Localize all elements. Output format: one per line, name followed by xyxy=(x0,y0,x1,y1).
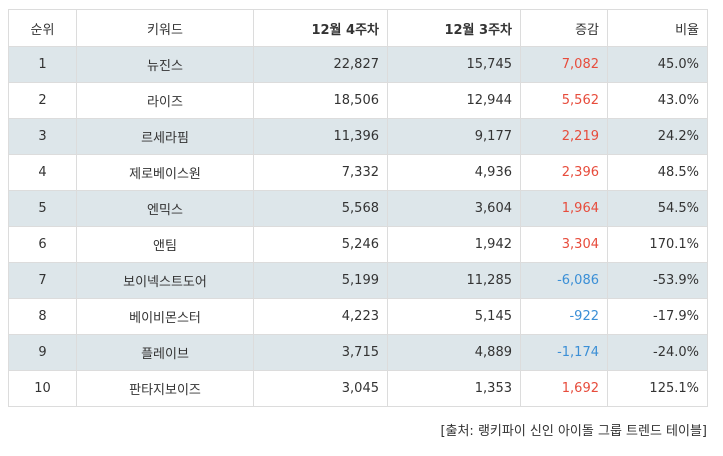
cell-week3: 9,177 xyxy=(387,118,521,155)
header-week3: 12월 3주차 xyxy=(387,9,521,47)
cell-change: 2,396 xyxy=(520,154,608,191)
cell-keyword: 플레이브 xyxy=(76,334,254,371)
table-row: 1 뉴진스 22,827 15,745 7,082 45.0% xyxy=(8,46,708,83)
table-row: 5 엔믹스 5,568 3,604 1,964 54.5% xyxy=(8,190,708,227)
cell-keyword: 판타지보이즈 xyxy=(76,370,254,407)
cell-keyword: 뉴진스 xyxy=(76,46,254,83)
cell-ratio: 54.5% xyxy=(607,190,708,227)
cell-change: 2,219 xyxy=(520,118,608,155)
table-row: 8 베이비몬스터 4,223 5,145 -922 -17.9% xyxy=(8,298,708,335)
header-change: 증감 xyxy=(520,9,608,47)
cell-ratio: 43.0% xyxy=(607,82,708,119)
cell-week4: 5,199 xyxy=(253,262,388,299)
cell-ratio: 48.5% xyxy=(607,154,708,191)
cell-week4: 11,396 xyxy=(253,118,388,155)
cell-week3: 4,936 xyxy=(387,154,521,191)
cell-week3: 15,745 xyxy=(387,46,521,83)
cell-ratio: -17.9% xyxy=(607,298,708,335)
ranking-table-container: 순위 키워드 12월 4주차 12월 3주차 증감 비율 1 뉴진스 22,827 1… xyxy=(8,9,708,407)
cell-rank: 7 xyxy=(8,262,77,299)
cell-keyword: 제로베이스원 xyxy=(76,154,254,191)
header-keyword: 키워드 xyxy=(76,9,254,47)
cell-week4: 22,827 xyxy=(253,46,388,83)
header-rank: 순위 xyxy=(8,9,77,47)
cell-rank: 3 xyxy=(8,118,77,155)
cell-change: 5,562 xyxy=(520,82,608,119)
table-row: 2 라이즈 18,506 12,944 5,562 43.0% xyxy=(8,82,708,119)
cell-week4: 5,246 xyxy=(253,226,388,263)
cell-rank: 2 xyxy=(8,82,77,119)
cell-week4: 7,332 xyxy=(253,154,388,191)
cell-week3: 4,889 xyxy=(387,334,521,371)
header-week4: 12월 4주차 xyxy=(253,9,388,47)
cell-ratio: 24.2% xyxy=(607,118,708,155)
cell-change: 1,692 xyxy=(520,370,608,407)
cell-change: 3,304 xyxy=(520,226,608,263)
cell-week4: 5,568 xyxy=(253,190,388,227)
table-row: 9 플레이브 3,715 4,889 -1,174 -24.0% xyxy=(8,334,708,371)
cell-rank: 9 xyxy=(8,334,77,371)
cell-rank: 4 xyxy=(8,154,77,191)
cell-week3: 5,145 xyxy=(387,298,521,335)
cell-keyword: 보이넥스트도어 xyxy=(76,262,254,299)
cell-week3: 1,353 xyxy=(387,370,521,407)
table-row: 10 판타지보이즈 3,045 1,353 1,692 125.1% xyxy=(8,370,708,407)
table-body: 1 뉴진스 22,827 15,745 7,082 45.0% 2 라이즈 18,506 12,9… xyxy=(8,46,708,407)
cell-week4: 3,715 xyxy=(253,334,388,371)
cell-change: -922 xyxy=(520,298,608,335)
cell-week3: 11,285 xyxy=(387,262,521,299)
cell-rank: 10 xyxy=(8,370,77,407)
ranking-table: 순위 키워드 12월 4주차 12월 3주차 증감 비율 1 뉴진스 22,827 1… xyxy=(8,9,708,407)
cell-rank: 8 xyxy=(8,298,77,335)
table-header-row: 순위 키워드 12월 4주차 12월 3주차 증감 비율 xyxy=(8,9,708,47)
header-ratio: 비율 xyxy=(607,9,708,47)
cell-keyword: 르세라핌 xyxy=(76,118,254,155)
cell-keyword: 베이비몬스터 xyxy=(76,298,254,335)
cell-ratio: -24.0% xyxy=(607,334,708,371)
cell-ratio: -53.9% xyxy=(607,262,708,299)
source-caption: [출처: 랭키파이 신인 아이돌 그룹 트렌드 테이블] xyxy=(440,424,707,439)
cell-change: 7,082 xyxy=(520,46,608,83)
cell-change: -1,174 xyxy=(520,334,608,371)
cell-week4: 3,045 xyxy=(253,370,388,407)
cell-week3: 1,942 xyxy=(387,226,521,263)
cell-rank: 1 xyxy=(8,46,77,83)
cell-ratio: 170.1% xyxy=(607,226,708,263)
cell-week3: 12,944 xyxy=(387,82,521,119)
cell-rank: 6 xyxy=(8,226,77,263)
cell-change: -6,086 xyxy=(520,262,608,299)
table-row: 7 보이넥스트도어 5,199 11,285 -6,086 -53.9% xyxy=(8,262,708,299)
cell-keyword: 앤팀 xyxy=(76,226,254,263)
cell-change: 1,964 xyxy=(520,190,608,227)
cell-ratio: 45.0% xyxy=(607,46,708,83)
cell-rank: 5 xyxy=(8,190,77,227)
cell-week3: 3,604 xyxy=(387,190,521,227)
cell-keyword: 라이즈 xyxy=(76,82,254,119)
cell-ratio: 125.1% xyxy=(607,370,708,407)
cell-week4: 4,223 xyxy=(253,298,388,335)
cell-week4: 18,506 xyxy=(253,82,388,119)
cell-keyword: 엔믹스 xyxy=(76,190,254,227)
table-row: 3 르세라핌 11,396 9,177 2,219 24.2% xyxy=(8,118,708,155)
table-row: 4 제로베이스원 7,332 4,936 2,396 48.5% xyxy=(8,154,708,191)
table-row: 6 앤팀 5,246 1,942 3,304 170.1% xyxy=(8,226,708,263)
